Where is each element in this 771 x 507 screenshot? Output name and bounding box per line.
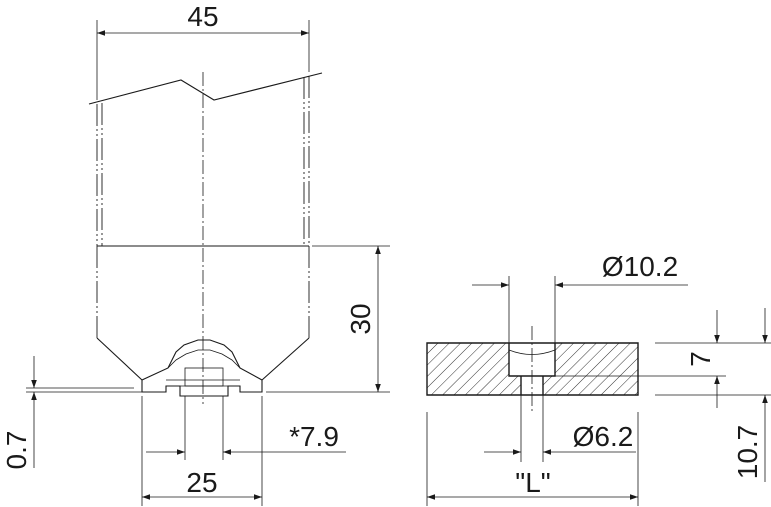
dim-height-30: 30	[266, 245, 390, 393]
dim-label-45: 45	[187, 1, 218, 32]
dim-label-l: "L"	[515, 467, 550, 498]
dim-label-0-7: 0.7	[1, 431, 32, 470]
dim-label-30: 30	[345, 303, 376, 334]
dim-label-bore: Ø10.2	[602, 251, 678, 282]
dim-slot-7-9: *7.9	[146, 396, 346, 460]
foot-profile	[141, 339, 263, 397]
dim-label-7: 7	[685, 351, 716, 367]
dim-hole-6-2: Ø6.2	[484, 395, 636, 462]
plate-section	[426, 326, 639, 412]
dim-width-45: 45	[96, 1, 310, 100]
dim-offset-0-7: 0.7	[1, 356, 166, 469]
dim-thickness-7: 7	[555, 310, 771, 408]
dim-base-25: 25	[141, 396, 263, 506]
dim-bore-10-2: Ø10.2	[472, 251, 688, 343]
housing-outline	[88, 72, 323, 381]
dim-total-10-7: 10.7	[655, 308, 771, 482]
left-view: 45 30 0.7 *7.9	[1, 1, 390, 506]
right-view: Ø10.2 7 10.7 Ø6.2	[426, 251, 771, 506]
dim-length-l: "L"	[426, 412, 639, 506]
dim-label-hole: Ø6.2	[573, 421, 634, 452]
dim-label-10-7: 10.7	[732, 425, 763, 480]
dim-label-7-9: *7.9	[289, 421, 339, 452]
dim-label-25: 25	[186, 467, 217, 498]
